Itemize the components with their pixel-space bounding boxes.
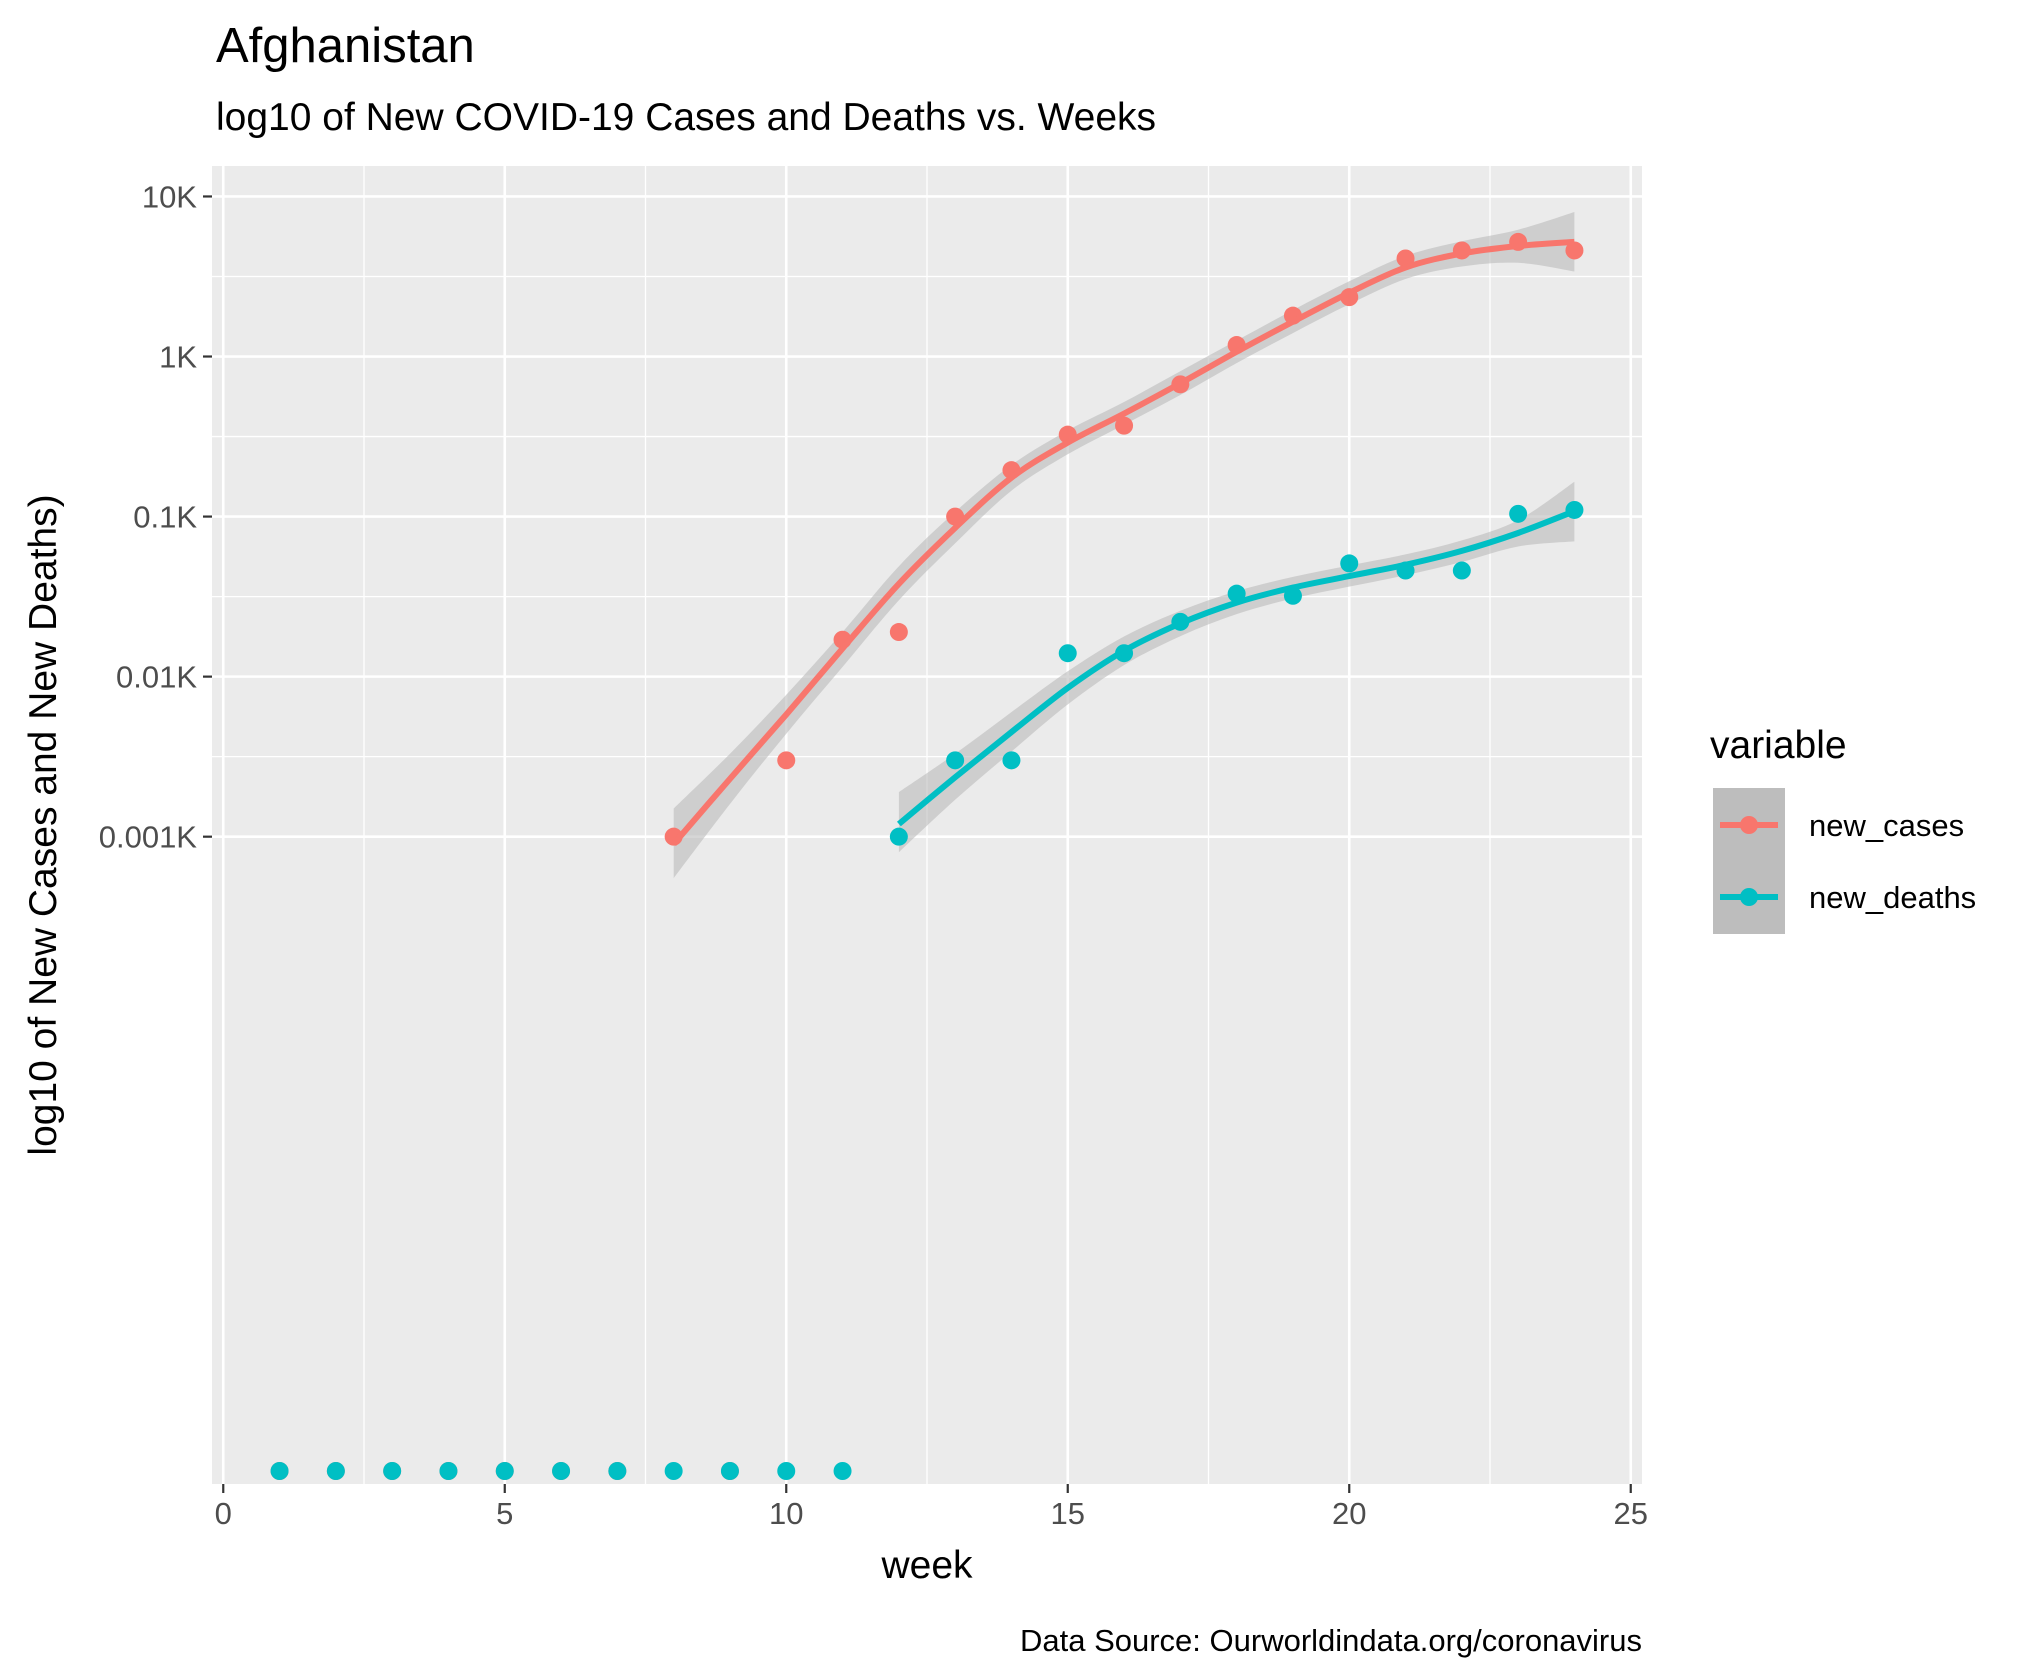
point-new_deaths	[946, 751, 965, 770]
chart-caption: Data Source: Ourworldindata.org/coronavi…	[1020, 1623, 1642, 1658]
point-new_deaths	[270, 1462, 289, 1480]
x-tick-label: 10	[769, 1496, 803, 1531]
x-tick-label: 0	[215, 1496, 232, 1531]
smooth-lines	[671, 238, 1576, 846]
point-new_deaths	[1002, 751, 1021, 770]
x-tick-label: 15	[1051, 1496, 1085, 1531]
point-new_deaths	[495, 1462, 514, 1480]
point-new_deaths	[664, 1462, 683, 1480]
y-tick-label: 0.01K	[116, 660, 197, 695]
legend-key-point-new_cases	[1740, 816, 1758, 834]
point-new_deaths	[383, 1462, 402, 1480]
x-tick-label: 20	[1332, 1496, 1366, 1531]
legend-label-new_cases: new_cases	[1809, 808, 1964, 843]
point-new_deaths	[439, 1462, 458, 1480]
y-tick-label: 0.1K	[133, 500, 197, 535]
point-new_deaths	[1452, 561, 1471, 580]
point-new_deaths	[777, 1462, 796, 1480]
point-new_deaths	[608, 1462, 627, 1480]
point-new_deaths	[1058, 644, 1077, 663]
legend: variable new_cases new_deaths	[1710, 724, 1976, 934]
point-new_cases	[1115, 416, 1134, 435]
smooth-line-new_deaths	[896, 508, 1576, 827]
y-tick-label: 0.001K	[99, 820, 198, 855]
data-points	[270, 232, 1584, 1480]
legend-label-new_deaths: new_deaths	[1809, 880, 1976, 915]
legend-key-point-new_deaths	[1740, 888, 1758, 906]
y-tick-label: 10K	[142, 179, 197, 214]
point-new_deaths	[889, 827, 908, 846]
point-new_deaths	[720, 1462, 739, 1480]
legend-keys: new_cases new_deaths	[1720, 808, 1976, 915]
y-axis: 0.001K 0.01K 0.1K 1K 10K	[99, 179, 212, 855]
x-axis: 0 5 10 15 20 25	[215, 1484, 1648, 1531]
smooth-line-new_cases	[671, 238, 1575, 846]
chart-subtitle: log10 of New COVID-19 Cases and Deaths v…	[216, 96, 1156, 139]
point-new_deaths	[833, 1462, 852, 1480]
chart-title: Afghanistan	[216, 19, 475, 73]
x-tick-label: 5	[496, 1496, 513, 1531]
legend-title: variable	[1710, 724, 1847, 767]
point-new_cases	[889, 623, 908, 642]
point-new_cases	[777, 751, 796, 770]
y-axis-title: log10 of New Cases and New Deaths)	[22, 494, 65, 1155]
point-new_deaths	[326, 1462, 345, 1480]
point-new_cases	[1565, 241, 1584, 260]
x-tick-label: 25	[1613, 1496, 1647, 1531]
point-new_deaths	[1509, 504, 1528, 523]
x-axis-title: week	[880, 1544, 973, 1587]
point-new_deaths	[552, 1462, 571, 1480]
point-new_deaths	[1340, 554, 1359, 573]
legend-key-background	[1713, 788, 1785, 934]
y-tick-label: 1K	[159, 340, 197, 375]
grid-major	[212, 166, 1642, 1484]
